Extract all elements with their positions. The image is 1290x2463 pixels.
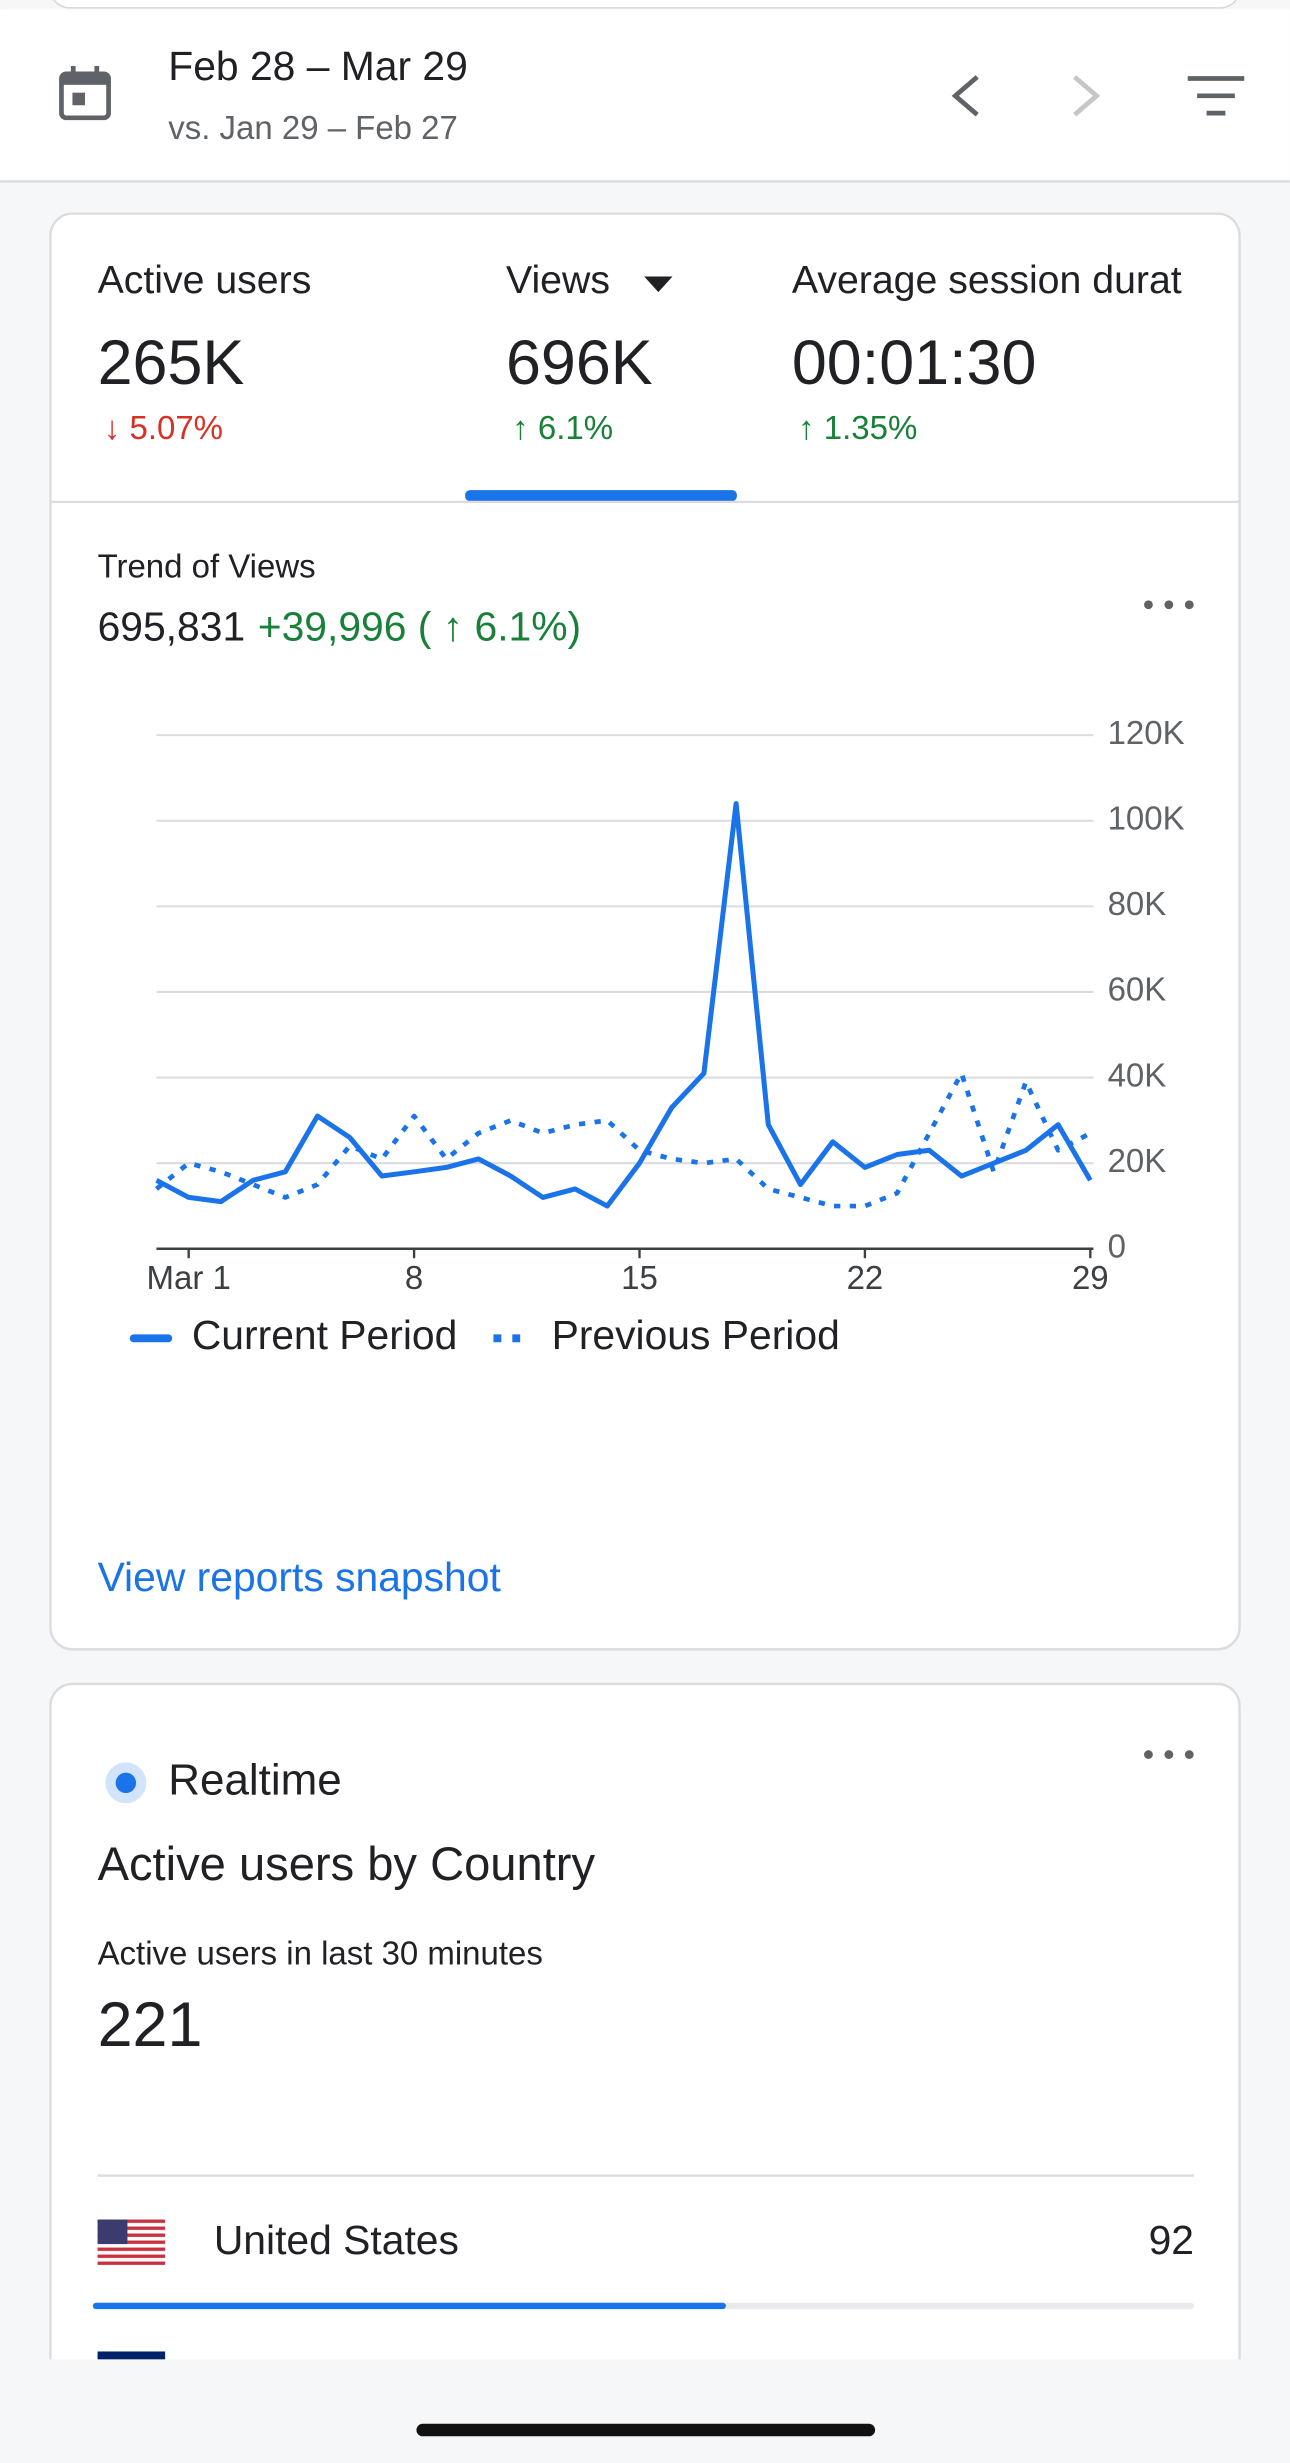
x-tick-label: 8 <box>405 1259 423 1296</box>
y-tick-label: 80K <box>1108 885 1167 922</box>
metric-label: Active users <box>98 258 312 302</box>
metric-value: 265K <box>98 328 245 398</box>
metric-change: ↑ 6.1% <box>512 409 613 446</box>
x-tick-label: 15 <box>621 1259 658 1296</box>
y-tick-label: 40K <box>1108 1056 1167 1093</box>
x-tick-label: Mar 1 <box>147 1259 231 1296</box>
realtime-title: Active users by Country <box>98 1837 596 1890</box>
more-menu[interactable] <box>1144 600 1194 610</box>
realtime-indicator-dot <box>115 1772 137 1794</box>
realtime-label: Realtime <box>168 1755 342 1804</box>
progress-fill <box>92 2302 726 2310</box>
y-tick-label: 100K <box>1108 799 1185 836</box>
realtime-subtitle: Active users in last 30 minutes <box>98 1934 543 1971</box>
country-users: 92 <box>1149 2217 1194 2263</box>
home-indicator <box>416 2423 876 2437</box>
next-button[interactable] <box>1073 75 1101 117</box>
series-line <box>155 1070 1092 1209</box>
views-card <box>49 212 1241 1651</box>
realtime-card <box>49 1682 1241 2463</box>
realtime-value: 221 <box>98 1990 203 2060</box>
chart-change: +39,996 ( ↑ 6.1%) <box>258 604 581 650</box>
metric-label: Views <box>506 258 610 302</box>
metric-tabs: Active users 265K ↓ 5.07% Views 696K ↑ 6.1% Av… <box>98 258 1182 446</box>
bottom-bar <box>0 2359 1290 2463</box>
metric-change: ↑ 1.35% <box>798 409 917 446</box>
comparison-range: vs. Jan 29 – Feb 27 <box>168 109 458 146</box>
y-tick-label: 120K <box>1108 714 1185 751</box>
calendar-icon[interactable] <box>59 65 111 121</box>
metric-change: ↓ 5.07% <box>104 409 223 446</box>
y-tick-label: 0 <box>1108 1227 1126 1264</box>
previous-card <box>53 0 1237 9</box>
legend-label: Current Period <box>192 1312 458 1358</box>
view-reports-link[interactable]: View reports snapshot <box>98 1554 502 1600</box>
legend-label: Previous Period <box>552 1312 840 1358</box>
series-line <box>155 801 1093 1209</box>
more-menu[interactable] <box>1144 1750 1194 1759</box>
prev-button[interactable] <box>951 75 979 117</box>
chart-title: Trend of Views <box>98 547 316 584</box>
date-header <box>0 9 1290 181</box>
x-tick-label: 22 <box>847 1259 884 1296</box>
metric-label: Average session durat <box>792 258 1182 302</box>
date-range[interactable]: Feb 28 – Mar 29 <box>168 43 468 89</box>
y-tick-label: 60K <box>1108 971 1167 1008</box>
us-flag <box>97 2219 166 2266</box>
filter-button[interactable] <box>1187 76 1245 116</box>
x-tick-label: 29 <box>1072 1259 1109 1296</box>
line-chart: 0 20K 40K 60K 80K 100K 120K Mar 1 8 15 22 29 Current… <box>129 714 1185 1358</box>
metric-value: 696K <box>506 328 653 398</box>
dropdown-arrow[interactable] <box>644 276 673 293</box>
next-flag <box>97 2351 166 2361</box>
country-name: United States <box>214 2217 459 2263</box>
metric-value: 00:01:30 <box>792 328 1037 398</box>
selected-tab-indicator <box>465 490 737 502</box>
chart-total: 695,831 <box>98 604 246 650</box>
y-tick-label: 20K <box>1108 1142 1167 1179</box>
